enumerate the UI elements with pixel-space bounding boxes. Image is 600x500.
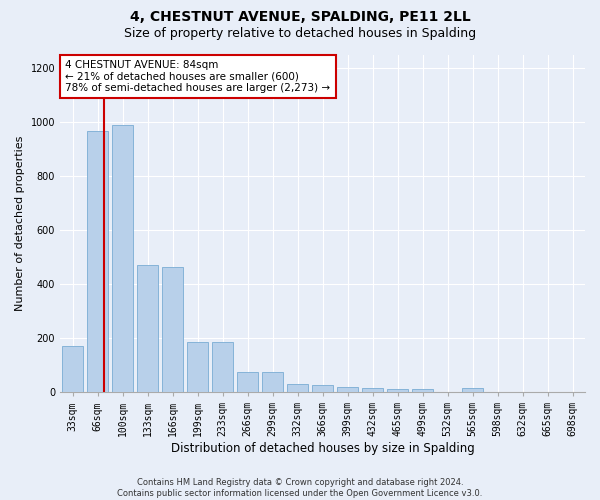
- Bar: [212, 342, 233, 392]
- Y-axis label: Number of detached properties: Number of detached properties: [15, 136, 25, 312]
- Bar: [362, 388, 383, 392]
- X-axis label: Distribution of detached houses by size in Spalding: Distribution of detached houses by size …: [170, 442, 475, 455]
- Text: Contains HM Land Registry data © Crown copyright and database right 2024.
Contai: Contains HM Land Registry data © Crown c…: [118, 478, 482, 498]
- Bar: [387, 390, 408, 392]
- Bar: [237, 372, 258, 392]
- Text: 4, CHESTNUT AVENUE, SPALDING, PE11 2LL: 4, CHESTNUT AVENUE, SPALDING, PE11 2LL: [130, 10, 470, 24]
- Bar: [262, 372, 283, 392]
- Text: 4 CHESTNUT AVENUE: 84sqm
← 21% of detached houses are smaller (600)
78% of semi-: 4 CHESTNUT AVENUE: 84sqm ← 21% of detach…: [65, 60, 331, 94]
- Bar: [187, 342, 208, 392]
- Bar: [137, 266, 158, 392]
- Bar: [287, 384, 308, 392]
- Bar: [112, 125, 133, 392]
- Bar: [162, 266, 183, 392]
- Bar: [462, 388, 483, 392]
- Bar: [87, 130, 108, 392]
- Bar: [62, 346, 83, 392]
- Bar: [412, 390, 433, 392]
- Bar: [337, 387, 358, 392]
- Bar: [312, 386, 333, 392]
- Text: Size of property relative to detached houses in Spalding: Size of property relative to detached ho…: [124, 28, 476, 40]
